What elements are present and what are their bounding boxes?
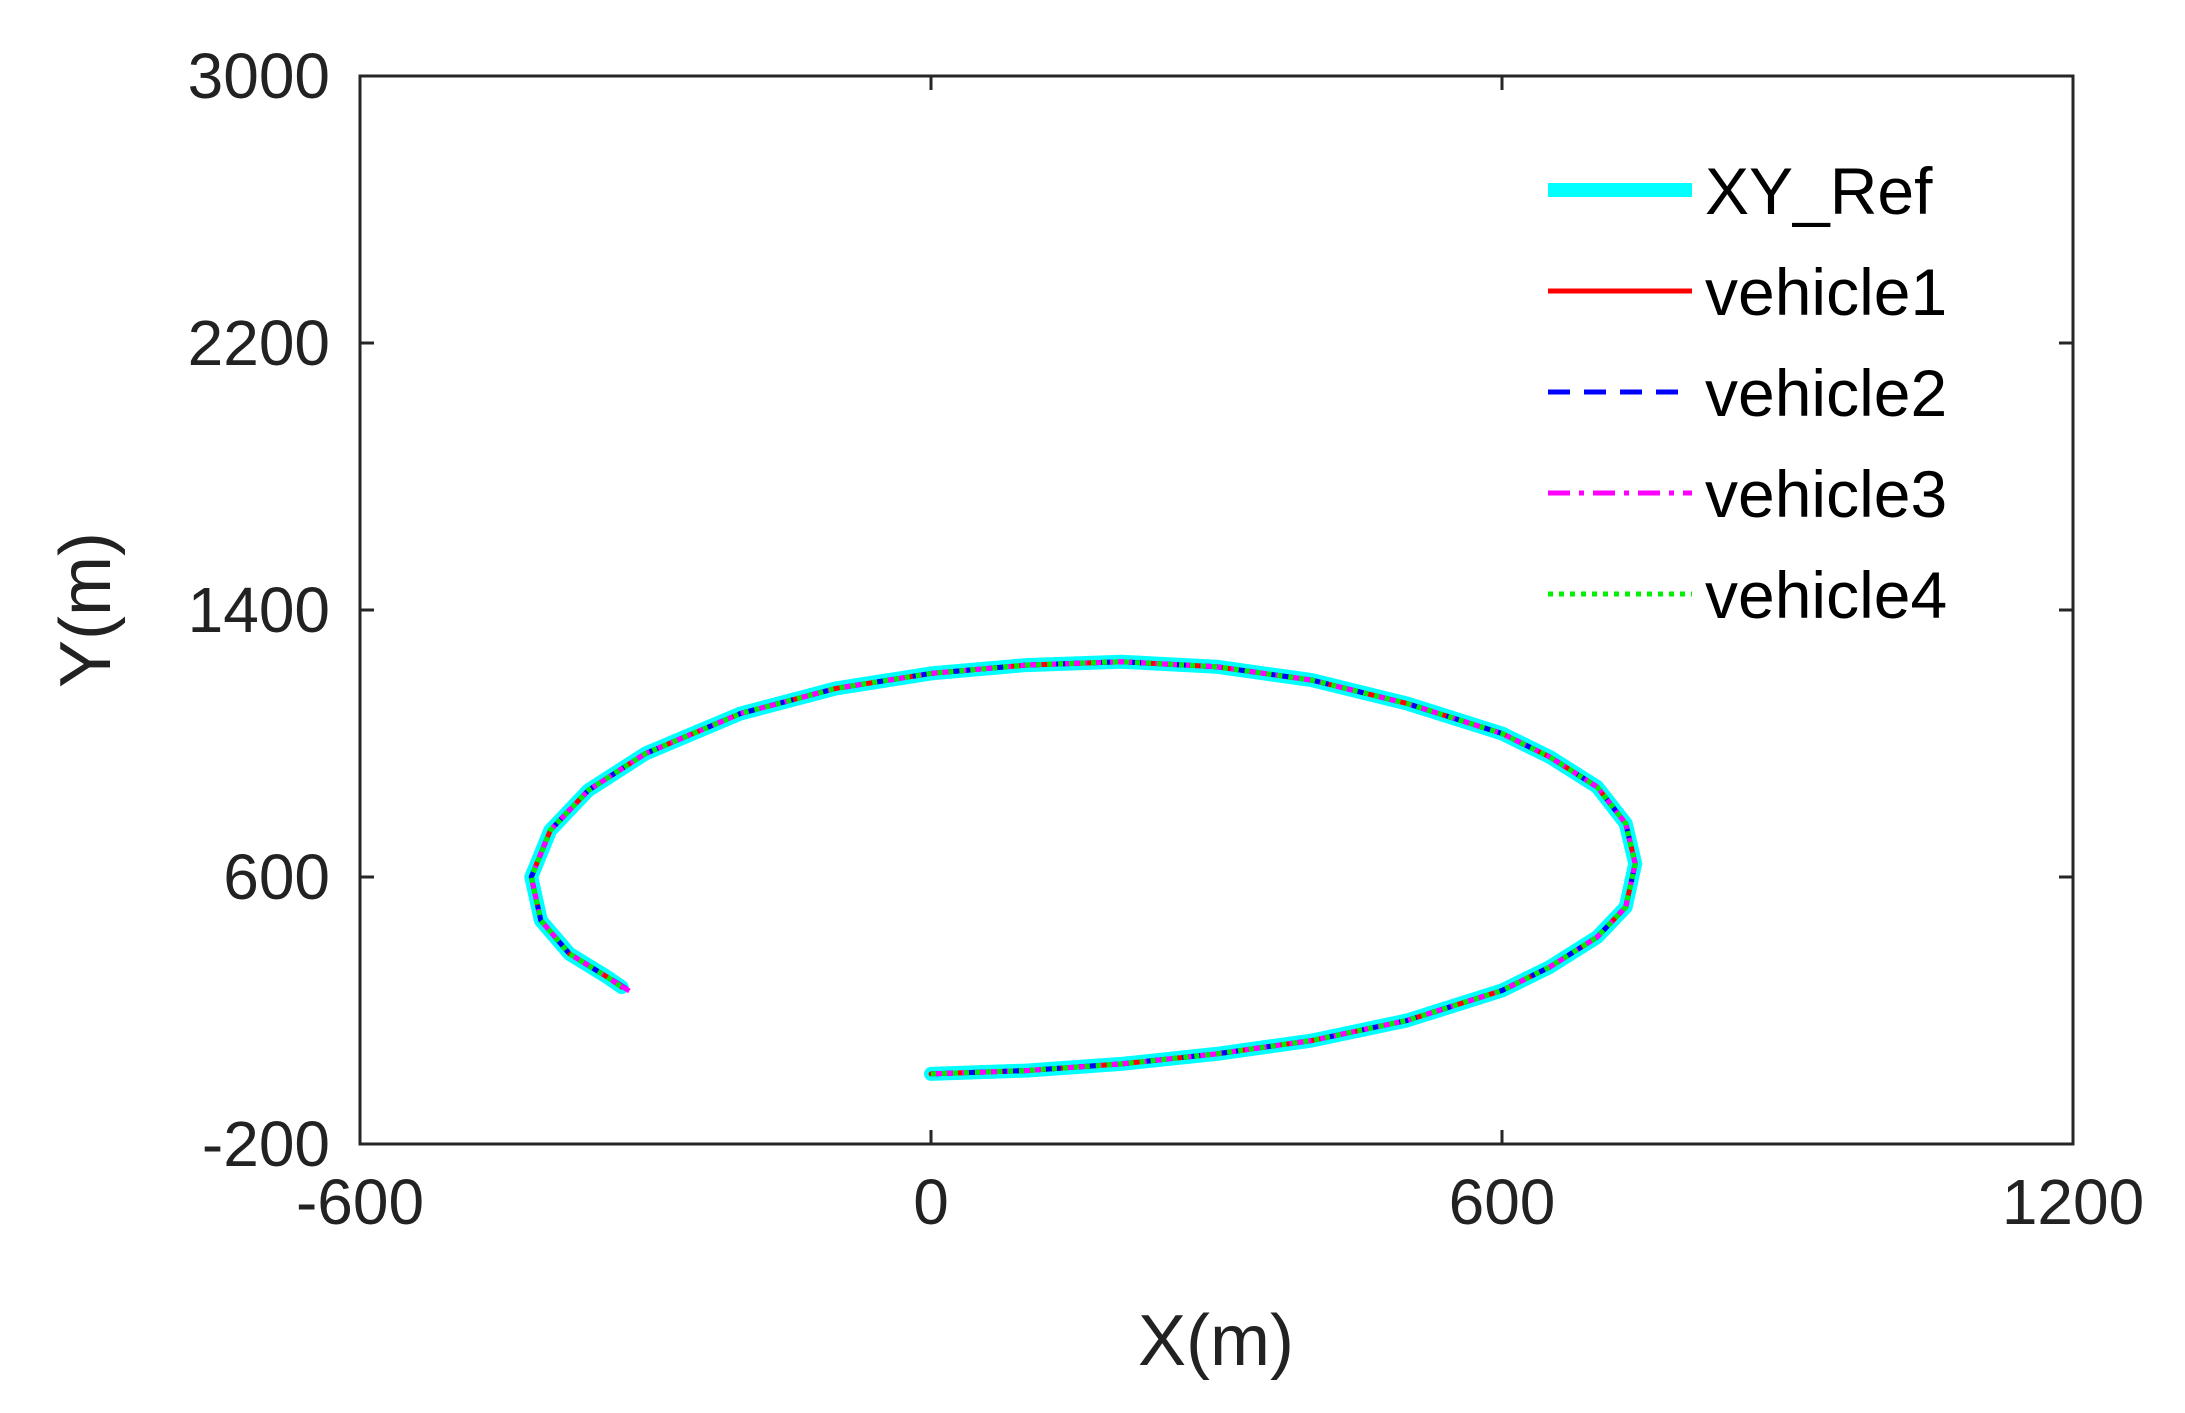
y-axis-label: Y(m) xyxy=(46,532,126,688)
legend-label-vehicle3: vehicle3 xyxy=(1705,457,1947,531)
y-tick-label: 3000 xyxy=(188,40,330,112)
x-tick-label: 0 xyxy=(913,1166,949,1238)
y-tick-label: 2200 xyxy=(188,307,330,379)
x-tick-label: -600 xyxy=(296,1166,424,1238)
x-axis-label: X(m) xyxy=(1138,1301,1294,1381)
legend: XY_Ref vehicle1 vehicle2 vehicle3 vehicle4 xyxy=(1548,154,1947,632)
x-tick-label: 600 xyxy=(1449,1166,1556,1238)
series-line-vehicle2 xyxy=(528,659,1638,1077)
legend-label-vehicle4: vehicle4 xyxy=(1705,558,1947,632)
ticks-layer: -600 0 600 1200 -200 600 1400 2200 3000 xyxy=(188,40,2145,1238)
legend-label-vehicle1: vehicle1 xyxy=(1705,255,1947,329)
y-tick-label: 600 xyxy=(223,841,330,913)
y-tick-label: -200 xyxy=(202,1108,330,1180)
x-tick-label: 1200 xyxy=(2002,1166,2144,1238)
y-tick-label: 1400 xyxy=(188,574,330,646)
series-line-vehicle4 xyxy=(528,659,1638,1077)
legend-label-XY_Ref: XY_Ref xyxy=(1705,154,1933,228)
legend-label-vehicle2: vehicle2 xyxy=(1705,356,1947,430)
plot-background xyxy=(360,76,2073,1144)
series-layer xyxy=(524,654,1643,1081)
